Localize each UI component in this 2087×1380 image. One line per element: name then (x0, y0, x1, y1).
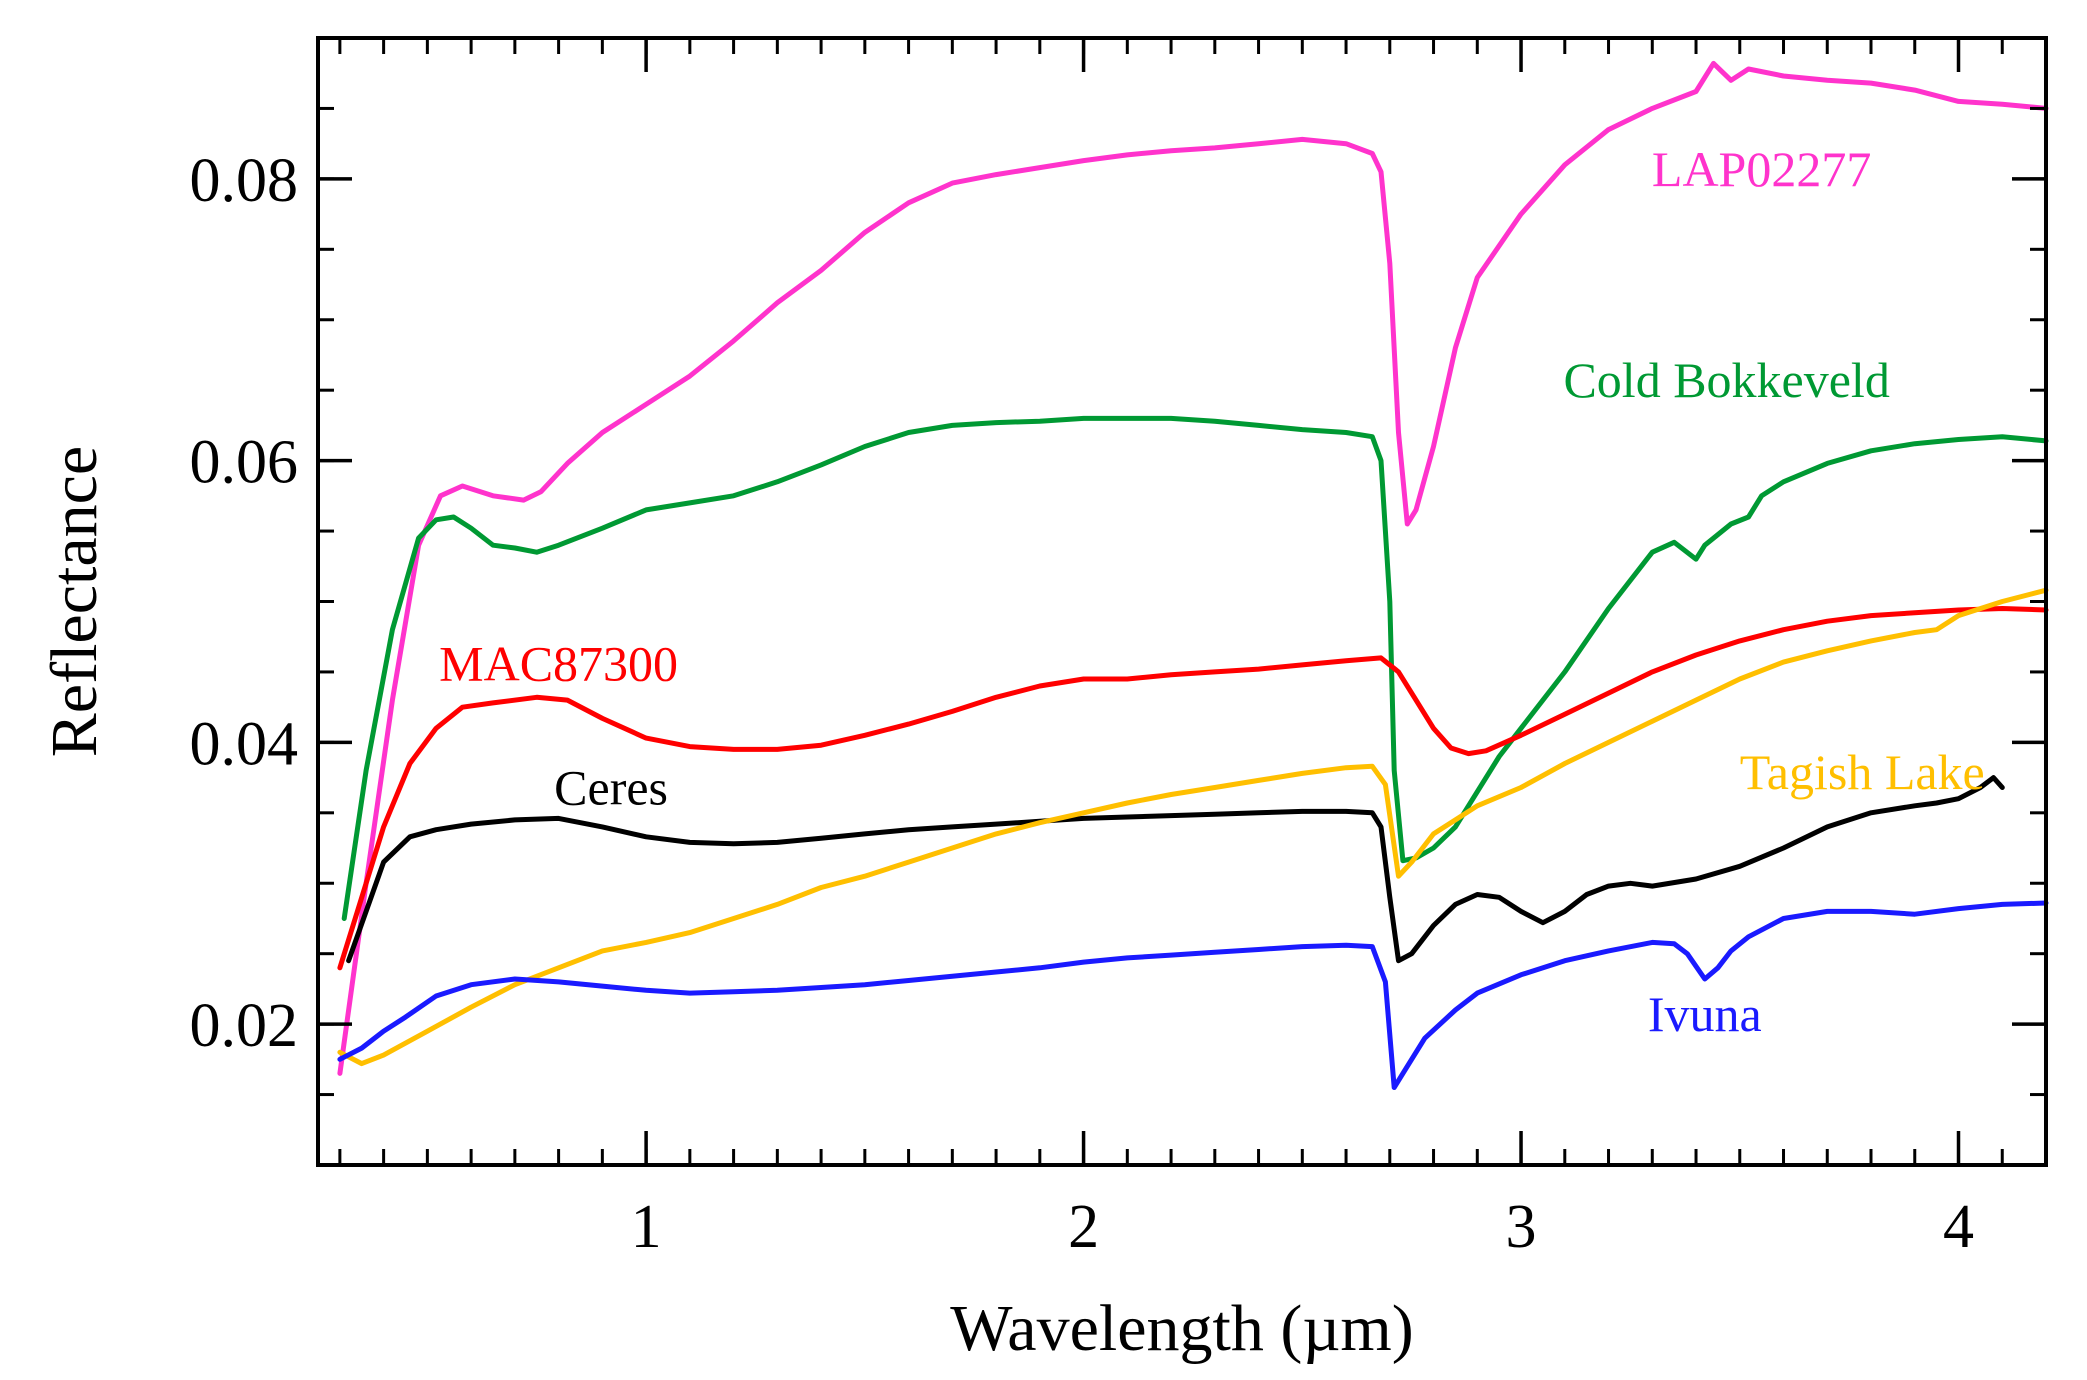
series-line-ivuna (337, 900, 2049, 1090)
series-label-lap02277: LAP02277 (1652, 141, 1871, 197)
series-line-cold-bokkeveld (341, 415, 2049, 921)
labels-layer: LAP02277 Cold Bokkeveld MAC87300 Ceres Tagis… (439, 141, 1985, 1042)
series-layer (337, 60, 2049, 1090)
series-label-ivuna: Ivuna (1648, 986, 1762, 1042)
x-tick-label: 4 (1943, 1193, 1974, 1261)
y-tick-label: 0.04 (190, 710, 299, 778)
series-line-tagish-lake (337, 587, 2049, 1067)
y-tick-label: 0.02 (190, 992, 299, 1060)
series-line-mac87300 (337, 606, 2049, 971)
y-tick-label: 0.08 (190, 147, 299, 215)
series-line-lap02277 (337, 60, 2049, 1076)
series-label-mac87300: MAC87300 (439, 635, 678, 691)
y-axis-title: Reflectance (38, 446, 111, 757)
series-label-ceres: Ceres (554, 759, 668, 815)
series-label-tagish-lake: Tagish Lake (1740, 744, 1985, 800)
plot-frame (316, 36, 2048, 1167)
x-tick-label: 2 (1068, 1193, 1099, 1261)
y-tick-label: 0.06 (190, 429, 299, 497)
series-label-cold-bokkeveld: Cold Bokkeveld (1563, 352, 1889, 408)
series-line-ceres (346, 775, 2005, 964)
x-axis-title: Wavelength (µm) (950, 1292, 1413, 1365)
x-tick-label: 3 (1506, 1193, 1537, 1261)
x-tick-label: 1 (631, 1193, 662, 1261)
